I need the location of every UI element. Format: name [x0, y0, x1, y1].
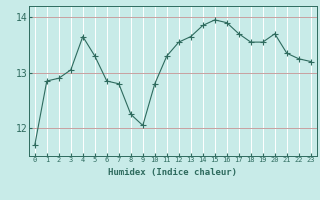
X-axis label: Humidex (Indice chaleur): Humidex (Indice chaleur) — [108, 168, 237, 177]
